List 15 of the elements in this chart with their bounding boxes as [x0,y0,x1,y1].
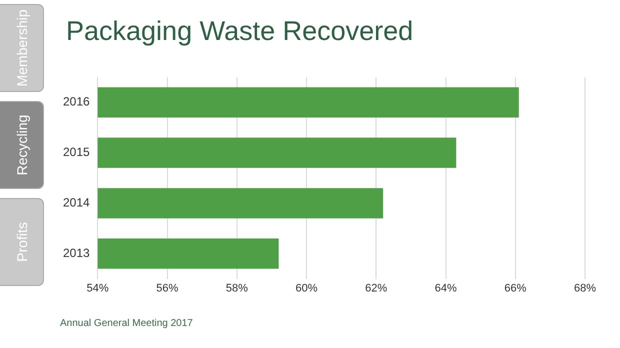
text: Recycling [14,114,30,176]
text: Annual General Meeting 2017 [60,318,193,329]
x-tick-label: 54% [86,282,109,294]
y-tick-label: 2014 [62,196,90,210]
x-tick-label: 60% [296,282,318,294]
chart-title: Packaging Waste Recovered [66,16,414,47]
x-tick-label: 56% [156,282,179,294]
x-tick-label: 68% [574,282,596,294]
x-tick-label: 64% [434,282,457,294]
y-tick-label: 2015 [62,145,90,160]
x-tick-label: 58% [226,282,248,294]
y-tick-label: 2016 [62,94,90,109]
y-tick-label: 2013 [62,246,90,260]
x-tick-label: 62% [365,282,388,294]
x-tick-label: 66% [504,282,527,294]
